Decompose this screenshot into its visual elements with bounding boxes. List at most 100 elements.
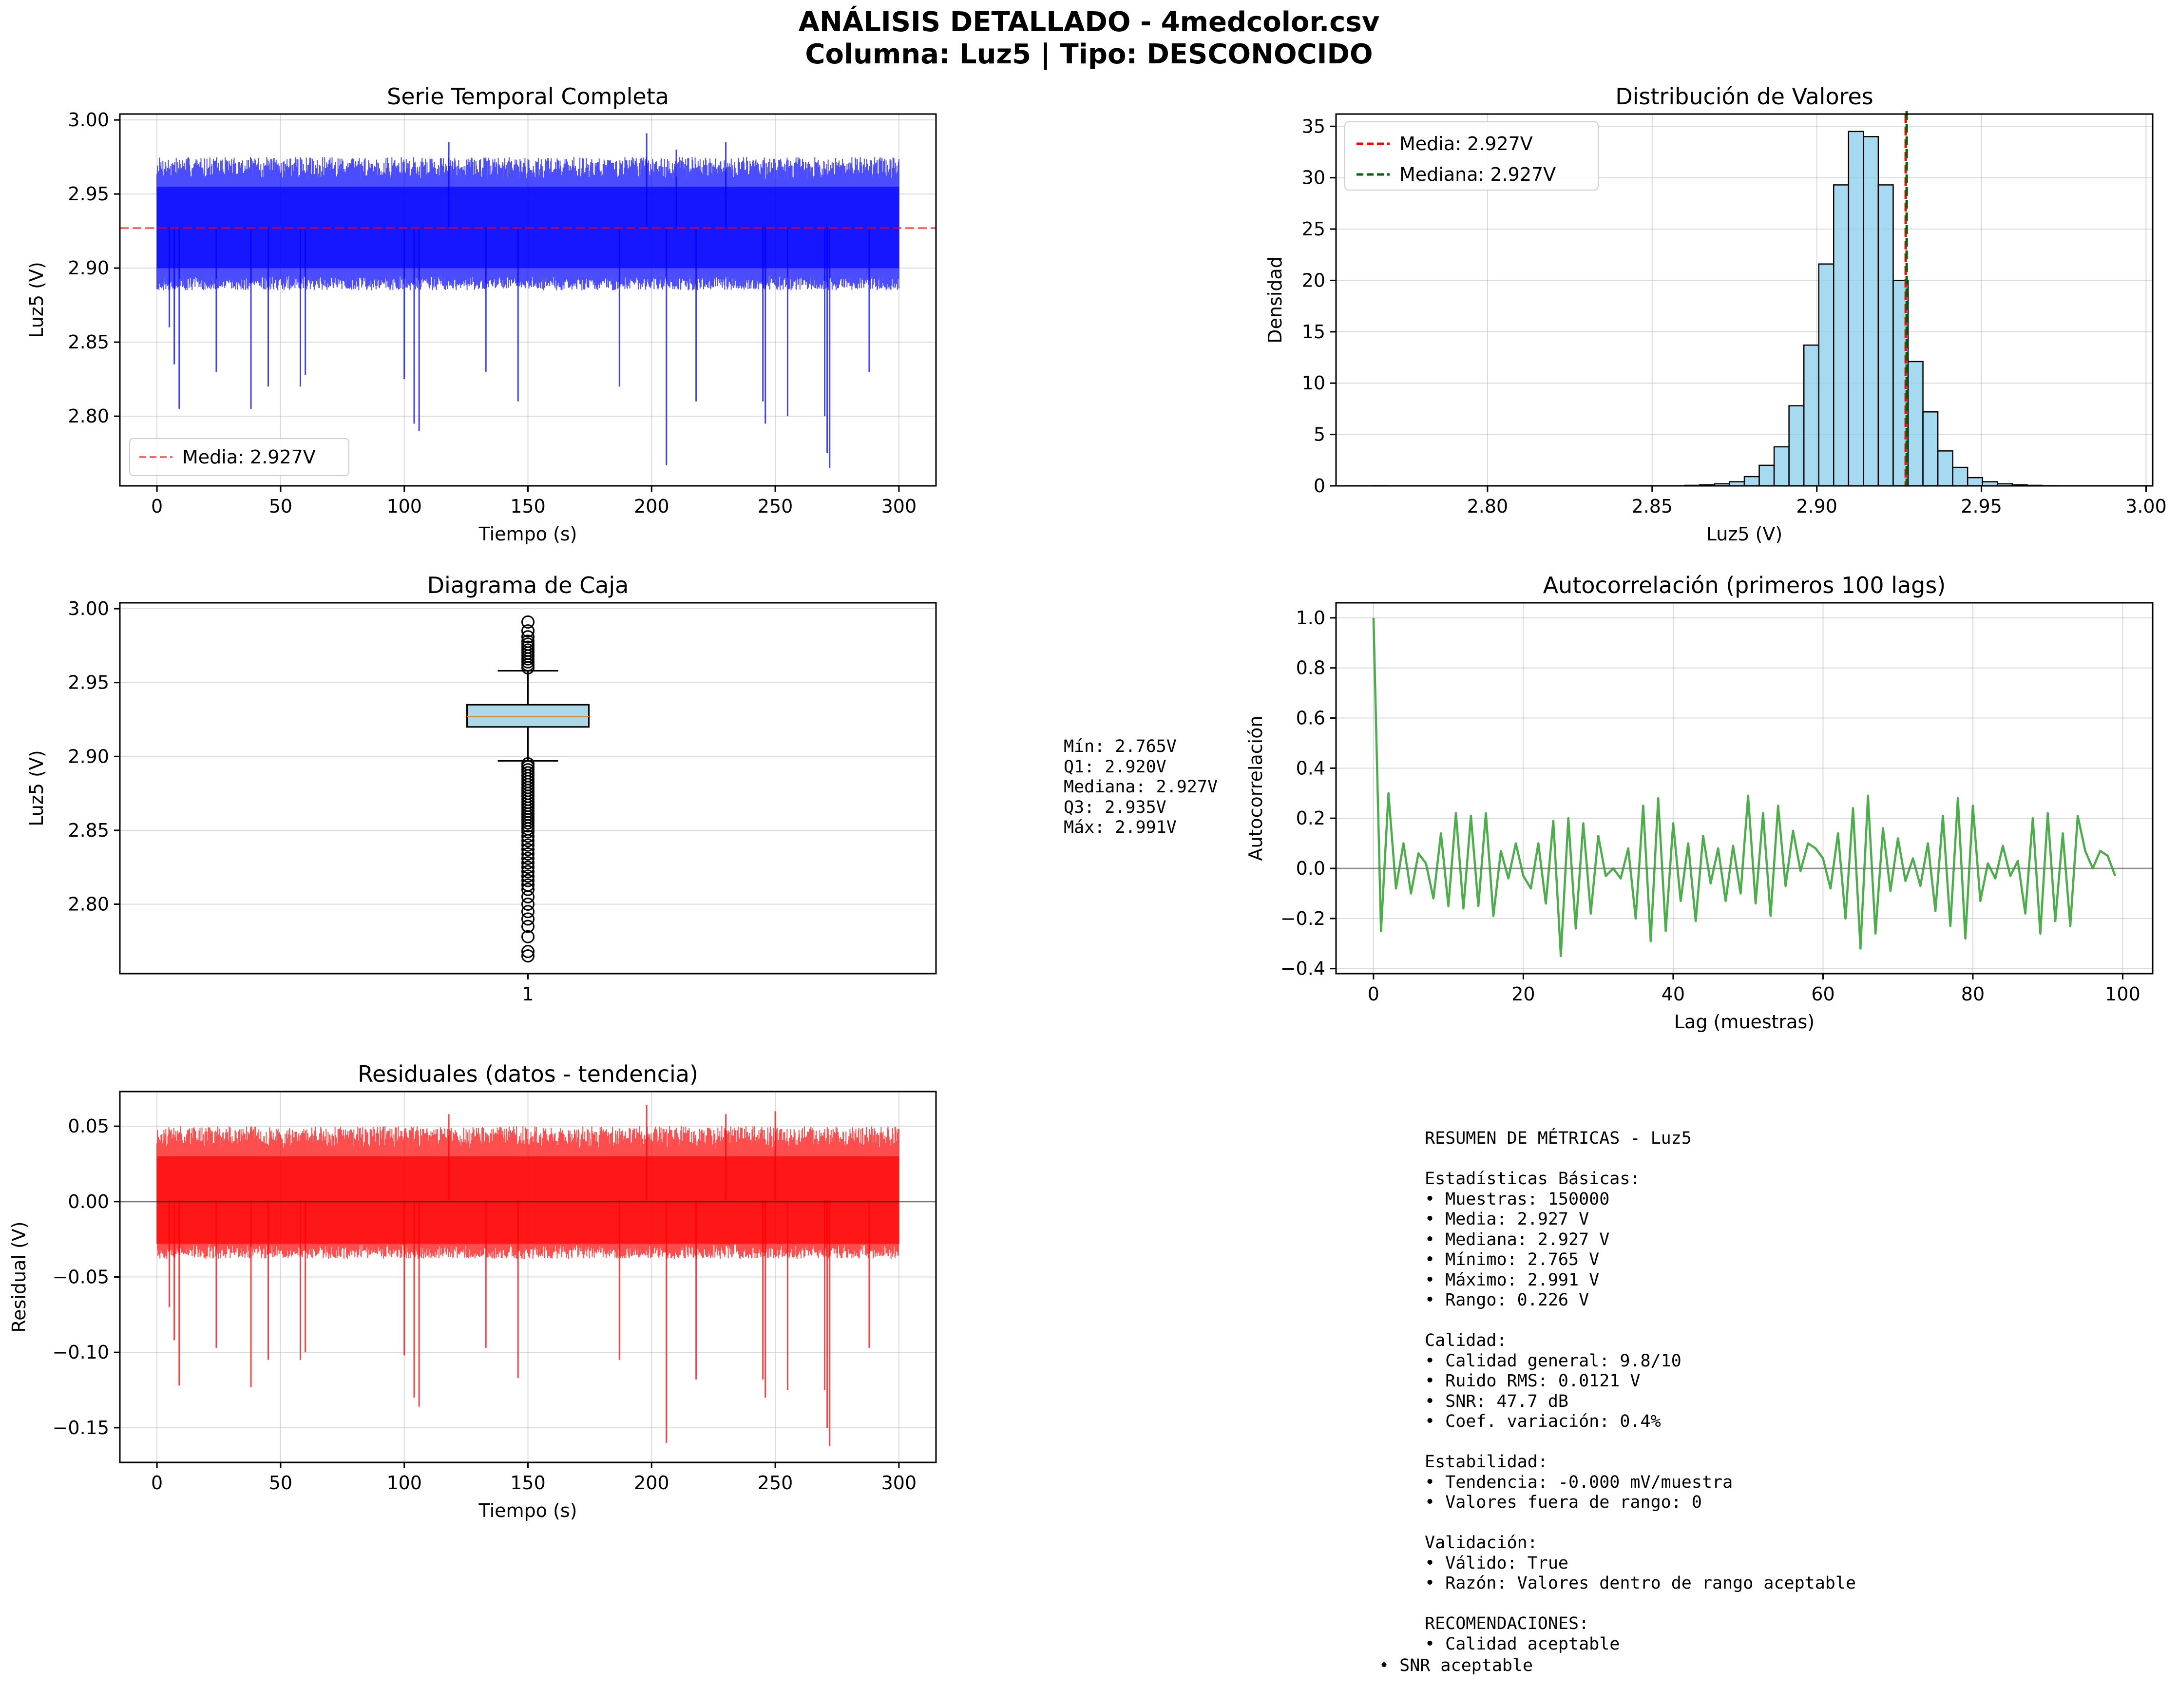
y-tick-label: 30 (1302, 167, 1325, 189)
y-tick-label: 15 (1302, 321, 1325, 343)
x-tick-label: 0 (1368, 983, 1379, 1005)
legend-label: Mediana: 2.927V (1399, 164, 1556, 185)
summary-line: • Valores fuera de rango: 0 (1425, 1493, 1702, 1512)
chart-title: Autocorrelación (primeros 100 lags) (1543, 572, 1946, 598)
legend-label: Media: 2.927V (182, 446, 316, 468)
box-stat-line: Máx: 2.991V (1064, 818, 1177, 837)
legend: Media: 2.927V (129, 438, 349, 476)
outlier-point (521, 838, 535, 852)
y-tick-label: 3.00 (68, 109, 109, 131)
metrics-summary-panel: RESUMEN DE MÉTRICAS - Luz5 Estadísticas … (1425, 1129, 1856, 1654)
y-tick-label: −0.15 (53, 1417, 109, 1439)
x-tick-label: 200 (634, 496, 669, 517)
axes-frame (1335, 113, 2154, 487)
box-stat-line: Mediana: 2.927V (1064, 777, 1218, 797)
y-axis-label: Residual (V) (8, 1221, 30, 1332)
summary-line: RECOMENDACIONES: (1425, 1614, 1589, 1633)
boxplot-body (466, 615, 590, 963)
summary-line: • SNR: 47.7 dB (1425, 1391, 1569, 1411)
summary-line: Validación: (1425, 1533, 1538, 1553)
x-tick-label: 150 (510, 496, 546, 517)
box-stats-panel: Mín: 2.765V Q1: 2.920V Mediana: 2.927V Q3: … (1064, 737, 1218, 838)
y-tick-label: 20 (1302, 269, 1325, 291)
outlier-point (521, 615, 535, 629)
histogram-bar (1803, 344, 1819, 486)
outlier-point (521, 930, 535, 943)
x-axis-label: Lag (muestras) (1674, 1011, 1815, 1033)
x-tick-label: 0 (151, 1472, 163, 1494)
summary-line: RESUMEN DE MÉTRICAS - Luz5 (1425, 1129, 1692, 1148)
summary-line: Estadísticas Básicas: (1425, 1169, 1641, 1189)
box-stat-line: Q1: 2.920V (1064, 757, 1166, 777)
y-tick-label: 0.4 (1296, 757, 1325, 779)
histogram-bar (1922, 411, 1939, 486)
box-iqr (466, 704, 590, 728)
histogram-bars (1372, 131, 2117, 486)
y-tick-label: 1.0 (1296, 607, 1325, 629)
outlier-point (521, 945, 535, 959)
histogram-bar (1833, 184, 1850, 486)
histogram-bar (1877, 184, 1894, 486)
y-tick-label: 0.2 (1296, 807, 1325, 829)
outlier-point (521, 856, 535, 870)
outlier-point (521, 829, 535, 843)
x-tick-label: 40 (1662, 983, 1685, 1005)
outlier-point (521, 825, 535, 839)
x-tick-label: 300 (881, 1472, 917, 1494)
y-tick-label: 0.8 (1296, 657, 1325, 679)
x-tick-label: 2.90 (1796, 496, 1837, 517)
y-tick-label: 2.80 (68, 405, 109, 427)
chart-title: Serie Temporal Completa (387, 83, 669, 110)
autocorrelation-axes (1336, 603, 2153, 974)
histogram-bar (1907, 361, 1924, 486)
y-tick-label: −0.4 (1280, 958, 1325, 979)
histogram-bar (1967, 477, 1983, 486)
y-tick-label: 0 (1314, 475, 1325, 497)
summary-line: • Media: 2.927 V (1425, 1209, 1589, 1229)
y-tick-label: 2.80 (68, 894, 109, 915)
x-tick-label: 1 (522, 983, 534, 1005)
summary-line: Estabilidad: (1425, 1452, 1548, 1472)
summary-line: • Coef. variación: 0.4% (1425, 1412, 1661, 1431)
x-tick-label: 80 (1961, 983, 1985, 1005)
histogram-bar (1952, 466, 1968, 486)
histogram-bar (1848, 131, 1864, 486)
outlier-point (521, 890, 535, 903)
summary-line: • Ruido RMS: 0.0121 V (1425, 1371, 1641, 1391)
legend-label: Media: 2.927V (1399, 133, 1533, 154)
x-tick-label: 2.95 (1961, 496, 2002, 517)
series-line (156, 1126, 899, 1259)
summary-line: • Tendencia: -0.000 mV/muestra (1425, 1472, 1733, 1492)
y-tick-label: −0.10 (53, 1342, 109, 1363)
legend-box (129, 438, 349, 476)
outlier-point (521, 883, 535, 896)
legend: Media: 2.927V Mediana: 2.927V (1344, 121, 1599, 191)
x-tick-label: 100 (386, 496, 422, 517)
y-axis-label: Luz5 (V) (26, 750, 47, 826)
x-tick-label: 200 (634, 1472, 669, 1494)
y-axis-label: Densidad (1264, 256, 1286, 344)
chart-title: Residuales (datos - tendencia) (358, 1061, 698, 1087)
outlier-point (521, 861, 535, 874)
x-tick-label: 20 (1511, 983, 1535, 1005)
summary-line: • Muestras: 150000 (1425, 1189, 1610, 1209)
outlier-point (521, 634, 535, 648)
figure-title-line1: ANÁLISIS DETALLADO - 4medcolor.csv (798, 6, 1380, 38)
summary-line (1425, 1149, 1856, 1170)
summary-line: • Calidad general: 9.8/10 (1425, 1351, 1681, 1371)
outlier-point (521, 852, 535, 865)
x-tick-label: 2.85 (1631, 496, 1673, 517)
y-tick-label: 10 (1302, 372, 1325, 394)
summary-line (1425, 1311, 1856, 1331)
summary-line: • Calidad aceptable (1425, 1634, 1620, 1654)
summary-line: • Válido: True (1425, 1553, 1569, 1573)
residuals-frame: 0 50 100 150 200 250 300 −0.15 −0.10 −0.05 0.00 0.0… (8, 1061, 937, 1521)
summary-line: • Mínimo: 2.765 V (1425, 1250, 1600, 1269)
outlier-point (521, 843, 535, 856)
histogram-bar (1818, 263, 1834, 486)
outlier-point (521, 869, 535, 883)
figure-title-line2: Columna: Luz5 | Tipo: DESCONOCIDO (805, 38, 1373, 70)
x-tick-label: 60 (1811, 983, 1834, 1005)
x-tick-label: 300 (881, 496, 917, 517)
